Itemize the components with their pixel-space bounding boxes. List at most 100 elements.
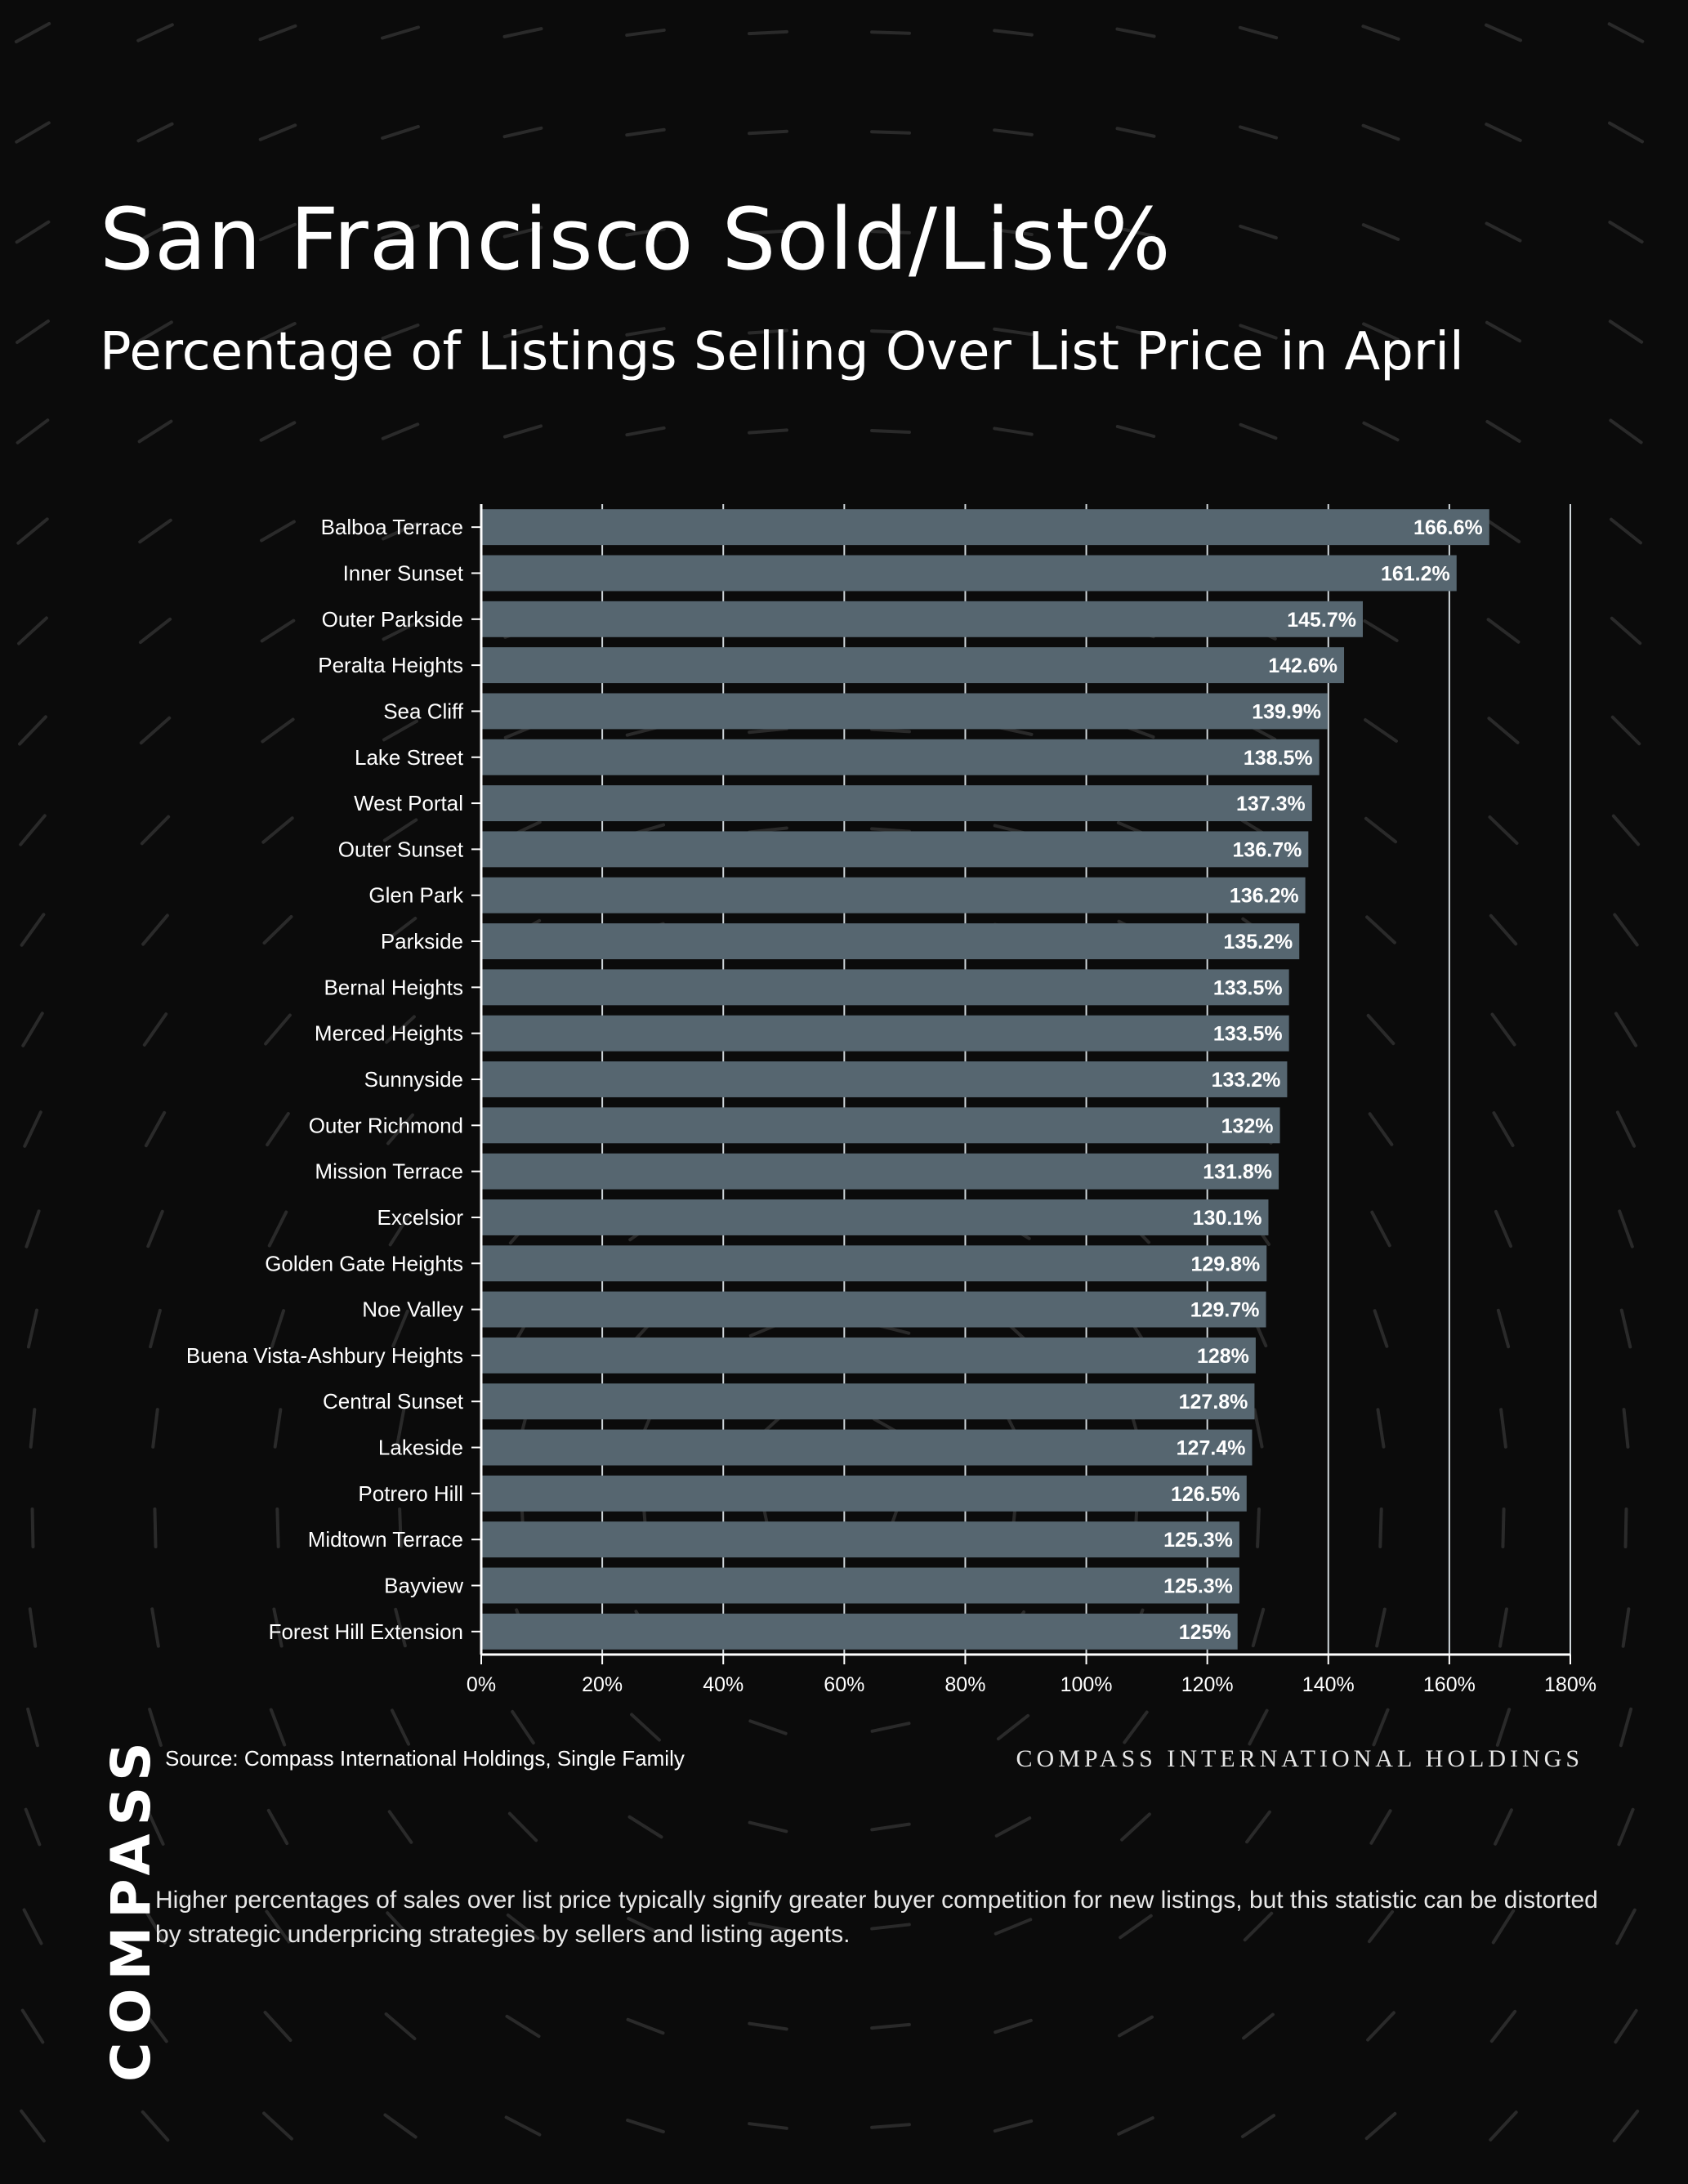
bar	[481, 831, 1309, 868]
category-label: Lake Street	[355, 745, 464, 770]
background-dash	[142, 2009, 168, 2043]
background-dash	[141, 913, 169, 946]
background-dash	[870, 429, 911, 434]
background-dash	[16, 418, 50, 444]
category-label: Golden Gate Heights	[265, 1251, 463, 1275]
background-dash	[748, 1719, 788, 1735]
compass-logo: COMPASS	[100, 1734, 163, 2082]
data-label: 131.8%	[1203, 1161, 1272, 1184]
x-tick-label: 140%	[1302, 1673, 1355, 1696]
background-dash	[1609, 418, 1643, 444]
background-dash	[1240, 2114, 1276, 2138]
data-label: 136.2%	[1230, 885, 1299, 908]
category-label: Glen Park	[368, 883, 464, 908]
background-dash	[1253, 1408, 1264, 1449]
data-label: 128%	[1197, 1345, 1249, 1368]
background-dash	[870, 1822, 911, 1832]
background-dash	[269, 1708, 287, 1747]
category-label: Sunnyside	[364, 1067, 463, 1092]
bar	[481, 739, 1320, 775]
background-dash	[1361, 223, 1400, 241]
bar	[481, 1521, 1239, 1558]
bar	[481, 1245, 1267, 1282]
background-dash	[994, 1816, 1032, 1838]
labels: Balboa Terrace 166.6% Inner Sunset 161.2% Ou…	[186, 515, 1596, 1696]
data-label: 161.2%	[1381, 562, 1450, 585]
data-label: 125%	[1179, 1621, 1231, 1644]
background-dash	[261, 717, 295, 744]
background-dash	[1498, 1607, 1508, 1648]
bar	[481, 1153, 1279, 1190]
background-dash	[1611, 814, 1641, 846]
bar	[481, 1429, 1253, 1466]
background-dash	[260, 520, 296, 543]
background-dash	[1494, 1209, 1513, 1248]
bar	[481, 1475, 1247, 1512]
data-label: 129.8%	[1190, 1253, 1260, 1275]
background-dash	[1239, 224, 1278, 240]
background-dash	[29, 1408, 37, 1449]
background-dash	[262, 2111, 293, 2141]
background-dash	[1623, 1507, 1628, 1548]
x-tick-label: 120%	[1181, 1673, 1234, 1696]
background-dash	[1614, 2008, 1638, 2044]
background-dash	[1499, 1408, 1507, 1449]
background-dash	[748, 229, 788, 235]
background-dash	[1362, 421, 1400, 442]
background-dash	[502, 424, 543, 439]
background-dash	[626, 2017, 665, 2035]
background-dash	[16, 319, 50, 345]
background-dash	[748, 2122, 788, 2130]
background-dash	[1489, 2009, 1517, 2043]
background-dash	[1120, 1812, 1151, 1842]
background-dash	[136, 23, 174, 42]
background-dash	[507, 1811, 538, 1842]
background-dash	[261, 816, 294, 844]
background-dash	[870, 329, 911, 334]
background-dash	[1612, 2109, 1640, 2143]
background-dash	[16, 517, 49, 545]
category-label: West Portal	[354, 791, 463, 815]
background-dash	[1489, 2110, 1518, 2142]
background-dash	[26, 1308, 39, 1349]
background-dash	[1256, 1507, 1261, 1548]
background-dash	[265, 1909, 291, 1944]
background-dash	[382, 620, 419, 641]
background-dash	[387, 1810, 413, 1844]
background-dash	[870, 2123, 911, 2129]
background-dash	[1365, 915, 1396, 945]
data-label: 139.9%	[1252, 700, 1321, 723]
background-dash	[151, 1408, 159, 1449]
background-dash	[267, 1210, 288, 1248]
background-dash	[258, 123, 297, 141]
data-label: 126.5%	[1171, 1483, 1240, 1506]
background-dash	[993, 128, 1034, 136]
background-dash	[630, 1713, 661, 1742]
background-dash	[391, 1309, 409, 1348]
category-label: Inner Sunset	[343, 561, 464, 585]
background-dash	[505, 2014, 541, 2039]
background-dash	[266, 1808, 289, 1846]
background-dash	[264, 1013, 292, 1046]
data-label: 166.6%	[1413, 516, 1483, 539]
category-label: Parkside	[381, 929, 463, 954]
category-label: Outer Parkside	[322, 607, 463, 632]
bar	[481, 509, 1489, 546]
bar	[481, 1199, 1269, 1235]
background-dash	[1619, 1707, 1633, 1748]
x-tick-label: 160%	[1423, 1673, 1476, 1696]
background-dash	[19, 814, 47, 846]
background-dash	[502, 324, 543, 339]
background-dash	[1490, 1012, 1516, 1047]
background-dash	[144, 1909, 167, 1945]
background-dash	[385, 1015, 416, 1044]
bar	[481, 1015, 1289, 1052]
background-dash	[1369, 1809, 1392, 1845]
background-dash	[141, 2110, 170, 2142]
background-dash	[23, 1110, 42, 1148]
background-dash	[870, 230, 911, 234]
background-dash	[1372, 1708, 1390, 1747]
background-dash	[1617, 1807, 1635, 1847]
category-label: Midtown Terrace	[308, 1527, 463, 1552]
